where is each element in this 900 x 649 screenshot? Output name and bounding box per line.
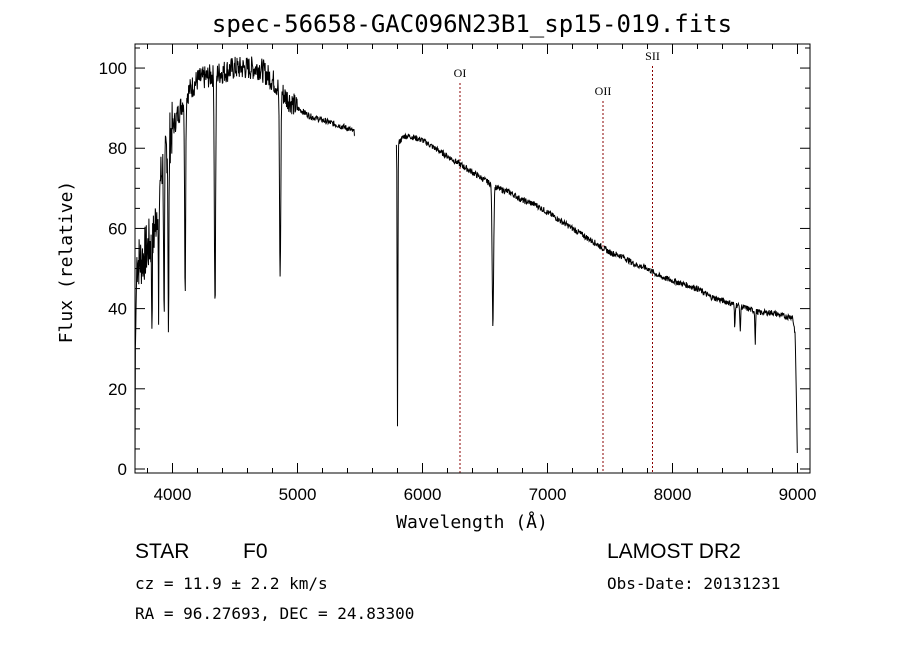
spectral-subclass: F0: [243, 540, 268, 563]
axis-ticks: 4000 5000 6000 7000 8000 9000 0 20 40 60 80 100: [99, 44, 817, 504]
y-tick-label: 20: [108, 380, 127, 399]
y-tick-label: 80: [108, 139, 127, 158]
x-tick-label: 7000: [529, 485, 567, 504]
observation-date: Obs-Date: 20131231: [607, 574, 781, 593]
emission-line-markers: OI OII SII: [454, 49, 660, 473]
coordinates: RA = 96.27693, DEC = 24.83300: [135, 604, 415, 623]
spectrum-line: [134, 56, 798, 470]
y-axis-label: Flux (relative): [56, 181, 77, 344]
y-tick-label: 40: [108, 300, 127, 319]
x-tick-label: 4000: [154, 485, 192, 504]
redshift-text: cz = 11.9 ± 2.2 km/s: [135, 574, 328, 593]
x-tick-label: 9000: [779, 485, 817, 504]
chart-title: spec-56658-GAC096N23B1_sp15-019.fits: [212, 10, 732, 38]
object-class: STAR: [135, 540, 190, 563]
survey-name: LAMOST DR2: [607, 540, 741, 563]
line-marker-label: OII: [595, 84, 612, 98]
x-tick-label: 8000: [654, 485, 692, 504]
line-marker-label: SII: [645, 49, 660, 63]
x-axis-label: Wavelength (Å): [396, 511, 548, 533]
y-tick-label: 60: [108, 219, 127, 238]
plot-frame: [134, 43, 811, 474]
line-marker-label: OI: [454, 66, 467, 80]
y-tick-label: 100: [99, 59, 127, 78]
y-tick-label: 0: [118, 460, 127, 479]
x-tick-label: 6000: [404, 485, 442, 504]
x-tick-label: 5000: [279, 485, 317, 504]
